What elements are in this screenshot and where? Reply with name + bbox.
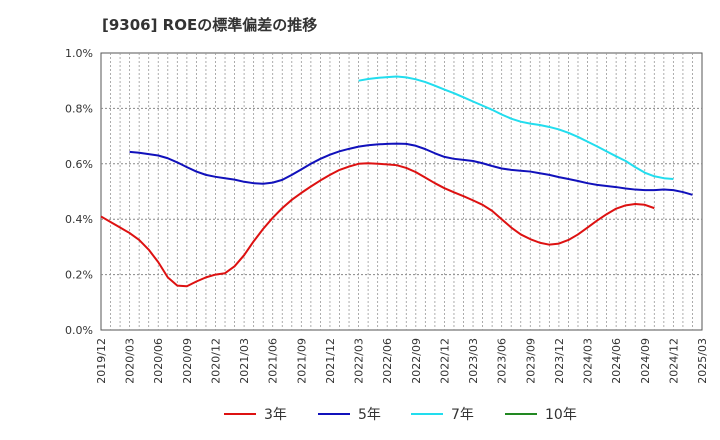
x-tick-label: 2024/12 bbox=[667, 338, 680, 384]
axis-layer: 0.0% 0.2% 0.4% 0.6% 0.8% 1.0% 2019/12 2020/03 20… bbox=[65, 47, 709, 384]
x-tick-label: 2021/06 bbox=[267, 338, 280, 384]
x-tick-label: 2021/03 bbox=[238, 338, 251, 384]
x-tick-label: 2023/06 bbox=[496, 338, 509, 384]
x-tick-label: 2020/12 bbox=[209, 338, 222, 384]
x-tick-label: 2021/12 bbox=[324, 338, 337, 384]
grid-layer bbox=[101, 53, 702, 330]
x-tick-label: 2024/03 bbox=[582, 338, 595, 384]
x-tick-label: 2023/12 bbox=[553, 338, 566, 384]
chart-title: [9306] ROEの標準偏差の推移 bbox=[102, 16, 318, 34]
x-tick-label: 2022/09 bbox=[410, 338, 423, 384]
x-tick-label: 2022/12 bbox=[438, 338, 451, 384]
x-tick-label: 2020/06 bbox=[152, 338, 165, 384]
y-tick-label: 1.0% bbox=[65, 47, 93, 60]
x-tick-label: 2020/03 bbox=[124, 338, 137, 384]
x-tick-label: 2022/03 bbox=[353, 338, 366, 384]
y-tick-label: 0.4% bbox=[65, 213, 93, 226]
x-tick-label: 2020/09 bbox=[181, 338, 194, 384]
x-tick-label: 2023/09 bbox=[524, 338, 537, 384]
y-tick-label: 0.0% bbox=[65, 324, 93, 337]
y-tick-label: 0.8% bbox=[65, 102, 93, 115]
x-tick-label: 2025/03 bbox=[696, 338, 709, 384]
x-tick-label: 2024/06 bbox=[610, 338, 623, 384]
series-layer bbox=[100, 75, 693, 288]
legend-label-10年: 10年 bbox=[545, 407, 577, 423]
x-tick-label: 2019/12 bbox=[95, 338, 108, 384]
y-tick-label: 0.6% bbox=[65, 158, 93, 171]
series-line-3年 bbox=[100, 162, 655, 288]
series-line-7年 bbox=[358, 75, 674, 181]
y-tick-label: 0.2% bbox=[65, 269, 93, 282]
x-tick-label: 2022/06 bbox=[381, 338, 394, 384]
x-tick-label: 2023/03 bbox=[467, 338, 480, 384]
legend-label-5年: 5年 bbox=[358, 407, 381, 423]
legend-label-7年: 7年 bbox=[451, 407, 474, 423]
series-line-5年 bbox=[129, 142, 693, 196]
x-tick-label: 2024/09 bbox=[639, 338, 652, 384]
plot-area bbox=[100, 52, 703, 331]
legend-label-3年: 3年 bbox=[264, 407, 287, 423]
legend: 3年 5年 7年 10年 bbox=[224, 407, 577, 423]
x-tick-label: 2021/09 bbox=[295, 338, 308, 384]
